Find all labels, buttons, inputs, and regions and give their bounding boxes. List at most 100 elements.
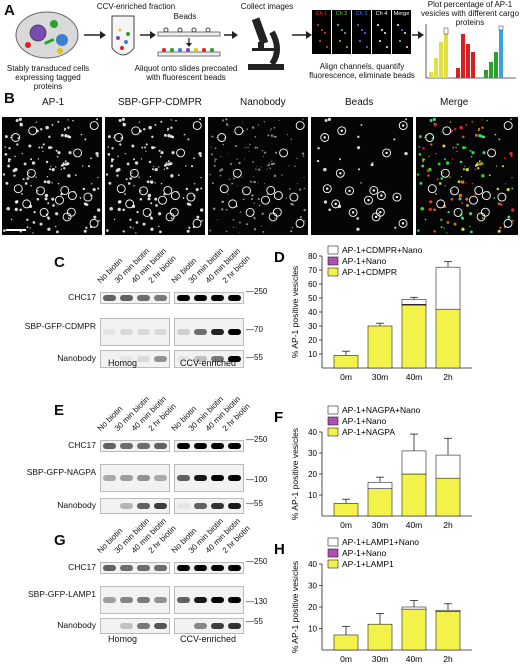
vesicle-dot — [211, 135, 214, 138]
vesicle-dot — [167, 162, 171, 166]
arrow-5-icon — [412, 31, 424, 39]
vesicle-dot — [51, 182, 53, 184]
blot-strip — [174, 350, 244, 368]
vesicle-dot — [271, 160, 273, 162]
blot-band — [194, 329, 207, 335]
vesicle-dot — [269, 167, 272, 169]
vesicle-dot — [262, 230, 265, 233]
bead-circle — [228, 199, 238, 209]
vesicle-dot — [124, 193, 126, 195]
vesicle-dot — [97, 177, 99, 179]
blot-band — [211, 565, 224, 571]
vesicle-dot — [118, 118, 122, 122]
vesicle-dot — [160, 182, 163, 185]
vesicle-dot — [64, 127, 67, 130]
blot-band — [137, 597, 150, 603]
vesicle-dot — [18, 117, 22, 121]
vesicle-dot — [394, 226, 397, 229]
blot-band — [137, 623, 150, 629]
vesicle-dot — [149, 216, 153, 219]
scale-bar — [6, 229, 26, 231]
vesicle-dot — [459, 160, 463, 164]
vesicle-dot — [42, 150, 44, 152]
vesicle-dot — [57, 120, 60, 123]
vesicle-dot — [450, 197, 454, 201]
vesicle-dot — [462, 168, 466, 171]
vesicle-dot — [469, 212, 473, 216]
micro-label-merge: Merge — [440, 97, 469, 108]
vesicle-dot — [481, 126, 484, 129]
vesicle-dot — [253, 202, 255, 204]
bead-circle — [376, 191, 386, 201]
vesicle-dot — [26, 218, 29, 221]
vesicle-dot — [160, 151, 164, 155]
blot-row-label: SBP-GFP-NAGPA — [26, 467, 96, 477]
legend-swatch — [327, 267, 339, 277]
blot-band — [177, 475, 190, 481]
channel-dot — [339, 40, 341, 42]
x-tick-label: 2h — [443, 372, 453, 382]
bead-circle — [129, 168, 139, 178]
vesicle-dot — [138, 176, 140, 178]
channel-dot — [357, 24, 359, 26]
blot-band — [228, 475, 241, 481]
vesicle-dot — [323, 200, 328, 204]
vesicle-dot — [228, 178, 231, 180]
vesicle-dot — [285, 197, 288, 199]
vesicle-dot — [477, 162, 479, 164]
vesicle-dot — [55, 149, 58, 152]
vesicle-dot — [451, 158, 454, 160]
vesicle-dot — [113, 136, 115, 139]
vesicle-dot — [28, 172, 30, 174]
vesicle-dot — [124, 153, 126, 155]
mw-marker: —70 — [246, 325, 263, 334]
vesicle-dot — [149, 176, 152, 178]
vesicle-dot — [121, 117, 125, 121]
blot-band — [120, 565, 133, 571]
vesicle-dot — [164, 163, 168, 167]
vesicle-dot — [266, 193, 269, 196]
vesicle-dot — [225, 230, 228, 233]
vesicle-dot — [317, 147, 320, 150]
vesicle-dot — [215, 158, 217, 161]
vesicle-dot — [216, 136, 218, 138]
bar-segment — [367, 623, 393, 651]
vesicle-dot — [21, 153, 23, 155]
vesicle-dot — [64, 162, 68, 166]
bead-circle — [364, 195, 373, 205]
vesicle-dot — [457, 180, 461, 184]
vesicle-dot — [87, 165, 91, 168]
blot-band — [211, 443, 224, 449]
vesicle-dot — [41, 146, 44, 149]
vesicle-dot — [90, 183, 93, 185]
channel-dot — [397, 24, 399, 26]
vesicle-dot — [356, 227, 360, 231]
legend-label: AP-1+Nano — [342, 256, 386, 266]
vesicle-dot — [33, 210, 36, 214]
vesicle-dot — [135, 232, 137, 234]
vesicle-dot — [416, 173, 420, 176]
micro-image-beads — [311, 117, 413, 235]
blot-band — [177, 295, 190, 301]
vesicle-dot — [257, 124, 260, 126]
blot-row-label: Nanobody — [57, 353, 96, 363]
vesicle-dot — [196, 215, 200, 219]
bead-circle — [398, 121, 408, 130]
vesicle-dot — [113, 218, 116, 221]
blot-row-label: Nanobody — [57, 500, 96, 510]
vesicle-dot — [159, 230, 162, 234]
bead-circle — [60, 186, 70, 195]
blot-band — [154, 475, 167, 481]
y-tick-label: 10 — [308, 350, 317, 359]
bead-circle — [11, 133, 21, 142]
channel-dot — [399, 40, 401, 42]
bar-segment — [367, 482, 393, 490]
vesicle-dot — [498, 138, 501, 141]
vesicle-dot — [15, 118, 19, 122]
bead-circle — [425, 133, 435, 142]
vesicle-dot — [117, 207, 121, 212]
vesicle-dot — [151, 135, 154, 139]
blot-band — [228, 443, 241, 449]
vesicle-dot — [512, 219, 514, 222]
vesicle-dot — [55, 166, 57, 168]
